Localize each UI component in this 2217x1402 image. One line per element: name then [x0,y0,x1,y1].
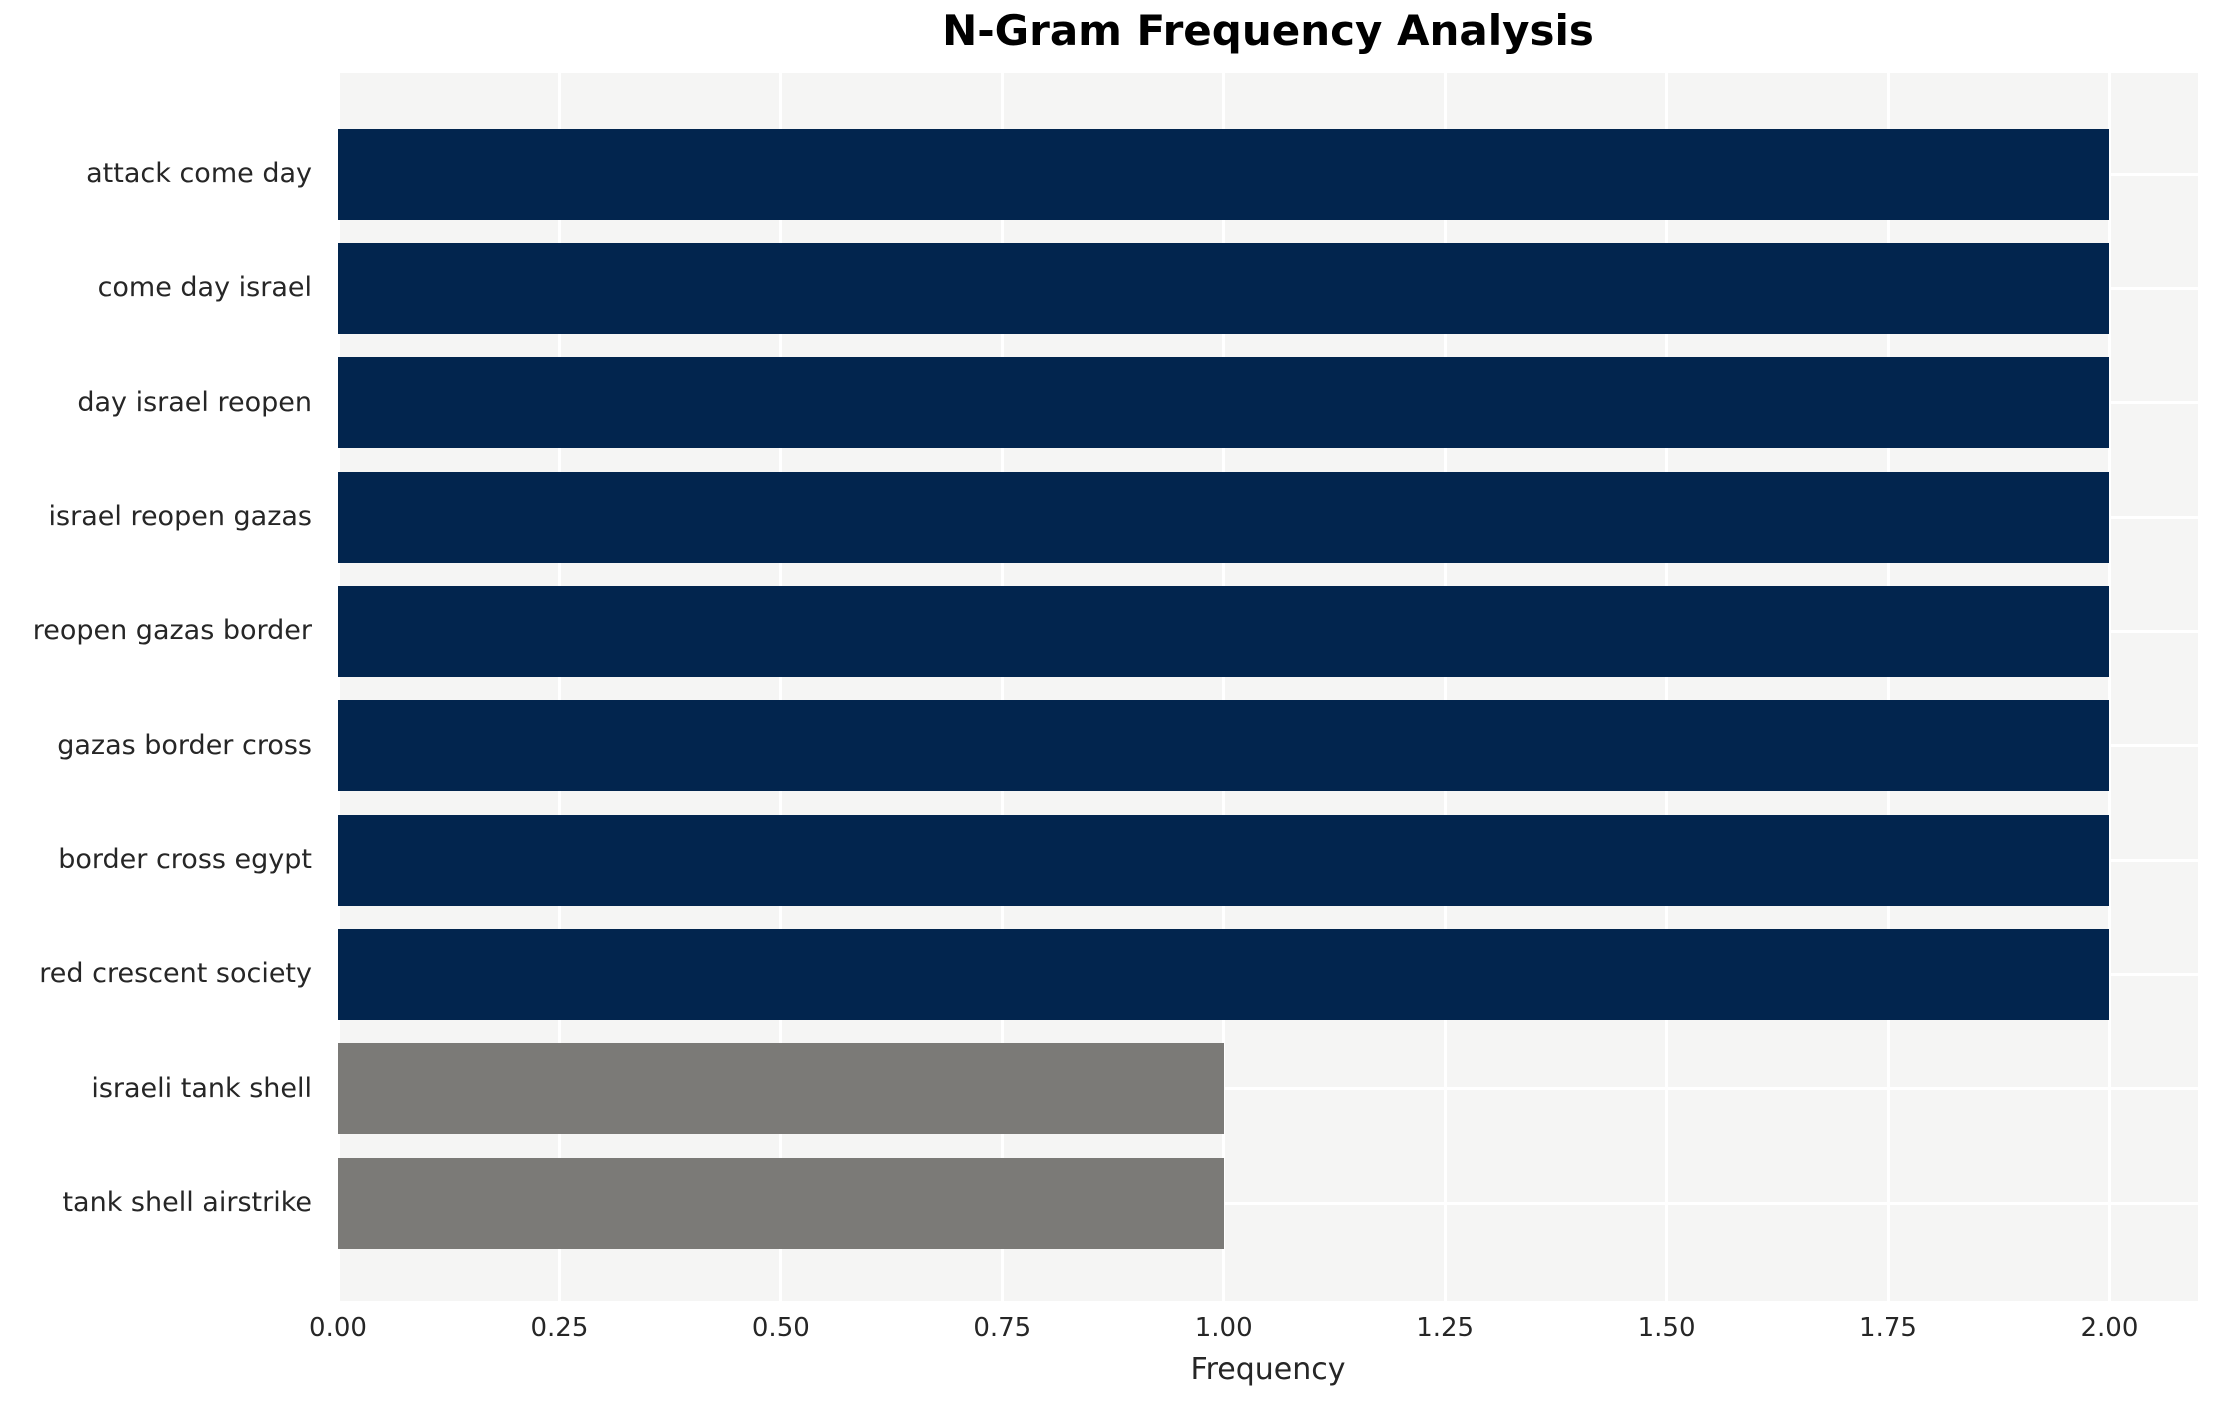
y-tick-label: day israel reopen [77,386,312,418]
bar [338,1157,1224,1249]
bar [338,1043,1224,1135]
x-gridline [1886,73,1890,1301]
x-gridline [1222,73,1226,1301]
bar [338,128,2110,220]
y-gridline [338,1201,2198,1205]
bar [338,585,2110,677]
y-gridline [338,1087,2198,1091]
x-tick-label: 2.00 [2080,1313,2139,1343]
y-tick-label: reopen gazas border [32,615,312,647]
bar [338,471,2110,563]
x-gridline [557,73,561,1301]
x-tick-label: 1.75 [1859,1313,1917,1343]
x-tick-label: 1.25 [1416,1313,1475,1343]
y-tick-label: red crescent society [39,958,312,990]
y-tick-label: border cross egypt [58,844,312,876]
y-tick-label: attack come day [86,158,312,189]
bar [338,814,2110,906]
x-gridline [336,73,340,1301]
chart-title: N-Gram Frequency Analysis [942,6,1594,55]
x-gridline [1665,73,1669,1301]
y-tick-label: israeli tank shell [91,1072,312,1104]
x-axis-title: Frequency [1190,1352,1346,1387]
bar [338,928,2110,1020]
y-tick-label: tank shell airstrike [62,1187,312,1219]
x-tick-label: 1.00 [1194,1313,1253,1343]
x-tick-label: 0.25 [530,1313,589,1343]
x-tick-label: 0.50 [751,1313,810,1343]
x-gridline [779,73,783,1301]
x-gridline [2107,73,2111,1301]
x-tick-label: 0.75 [973,1313,1032,1343]
y-tick-label: gazas border cross [57,729,312,761]
x-gridline [1000,73,1004,1301]
bar [338,700,2110,792]
plot-area [336,73,2198,1301]
y-tick-label: israel reopen gazas [48,501,312,533]
x-tick-label: 0.00 [309,1313,367,1343]
x-gridline [1443,73,1447,1301]
y-tick-label: come day israel [97,272,312,304]
bar [338,242,2110,334]
x-tick-label: 1.50 [1637,1313,1696,1343]
bar [338,357,2110,449]
